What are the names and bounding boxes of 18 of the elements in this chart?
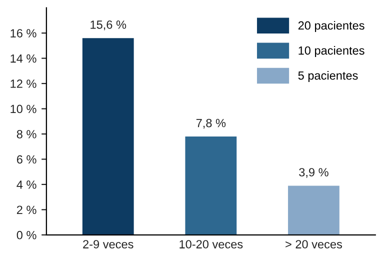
x-tick-label: 2-9 veces (83, 240, 134, 248)
x-tick-label: > 20 veces (286, 240, 342, 248)
legend-label: 20 pacientes (298, 20, 364, 32)
y-tick-label: 10 % (10, 104, 36, 114)
data-label: 7,8 % (196, 118, 226, 129)
y-tick-label: 0 % (16, 230, 36, 240)
y-tick-label: 8 % (16, 130, 36, 138)
data-label: 15,6 % (90, 20, 126, 30)
data-label: 3,9 % (299, 168, 328, 178)
y-tick-label: 12 % (10, 80, 36, 88)
y-tick-label: 2 % (16, 206, 36, 214)
y-tick-label: 14 % (10, 54, 36, 63)
y-tick-label: 4 % (16, 180, 36, 189)
y-tick-label: 6 % (16, 155, 36, 164)
y-tick-label: 16 % (10, 29, 36, 38)
x-tick-label: 10-20 veces (180, 240, 243, 248)
legend-label: 5 pacientes (298, 71, 358, 82)
legend-label: 10 pacientes (298, 46, 364, 58)
